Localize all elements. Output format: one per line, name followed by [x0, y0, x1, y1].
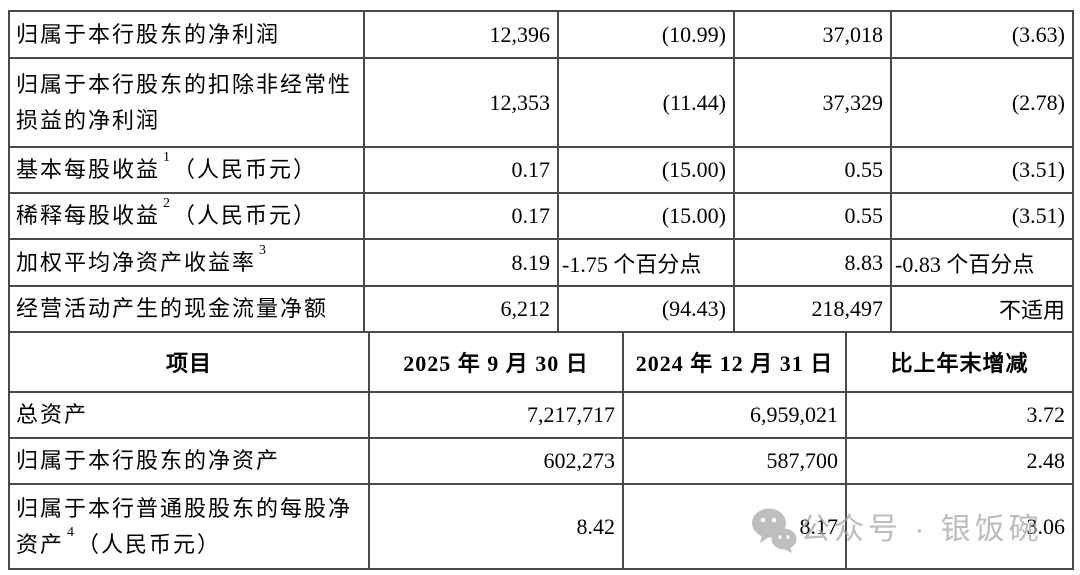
value-cell: 3.72: [845, 391, 1074, 439]
value-cell: 0.17: [363, 146, 559, 194]
footnote-superscript: 1: [163, 150, 173, 165]
value-cell: 37,018: [733, 10, 892, 59]
header-date-current: 2025 年 9 月 30 日: [368, 331, 624, 393]
footnote-superscript: 2: [163, 196, 173, 211]
value-cell: (15.00): [557, 146, 735, 194]
value-cell: 602,273: [368, 437, 624, 485]
row-label: 稀释每股收益 2（人民币元）: [8, 192, 365, 240]
row-label: 归属于本行股东的净资产: [8, 437, 370, 485]
value-cell: 37,329: [733, 57, 892, 148]
row-label-text: 加权平均净资产收益率: [16, 249, 257, 275]
row-label-text: 基本每股收益: [16, 157, 161, 182]
table-row: 加权平均净资产收益率 3 8.19 -1.75 个百分点 8.83 -0.83 个…: [8, 238, 1074, 287]
row-label: 归属于本行股东的净利润: [8, 10, 365, 59]
row-label-unit: （人民币元）: [173, 203, 318, 228]
value-cell: (11.44): [557, 57, 735, 148]
value-cell: (3.63): [890, 10, 1074, 59]
value-cell: (3.51): [890, 192, 1074, 240]
value-cell: 218,497: [733, 285, 892, 333]
footnote-superscript: 4: [67, 524, 77, 540]
row-label-unit: （人民币元）: [173, 157, 318, 182]
table-row: 总资产 7,217,717 6,959,021 3.72: [8, 391, 1074, 439]
table-row: 归属于本行股东的净利润 12,396 (10.99) 37,018 (3.63): [8, 10, 1074, 59]
header-item: 项目: [8, 331, 370, 393]
value-cell: (10.99): [557, 10, 735, 59]
value-cell: 587,700: [622, 437, 847, 485]
header-change: 比上年末增减: [845, 331, 1074, 393]
value-cell: (15.00): [557, 192, 735, 240]
table-header-row: 项目 2025 年 9 月 30 日 2024 年 12 月 31 日 比上年末…: [8, 331, 1074, 393]
row-label: 归属于本行股东的扣除非经常性损益的净利润: [8, 57, 365, 148]
table-row: 基本每股收益 1（人民币元） 0.17 (15.00) 0.55 (3.51): [8, 146, 1074, 194]
header-date-prior: 2024 年 12 月 31 日: [622, 331, 847, 393]
row-label: 经营活动产生的现金流量净额: [8, 285, 365, 333]
value-cell: 0.55: [733, 146, 892, 194]
value-cell: 3.06: [845, 483, 1074, 570]
row-label: 归属于本行普通股股东的每股净资产 4（人民币元）: [8, 483, 370, 570]
value-cell: 8.42: [368, 483, 624, 570]
value-cell: 12,353: [363, 57, 559, 148]
value-cell: 不适用: [890, 285, 1074, 333]
row-label: 总资产: [8, 391, 370, 439]
value-cell: -1.75 个百分点: [557, 238, 735, 287]
value-cell: (3.51): [890, 146, 1074, 194]
value-cell: 2.48: [845, 437, 1074, 485]
row-label-text: 归属于本行普通股股东的每股净资产: [16, 495, 353, 557]
value-cell: (94.43): [557, 285, 735, 333]
value-cell: 8.19: [363, 238, 559, 287]
value-cell: (2.78): [890, 57, 1074, 148]
value-cell: 6,212: [363, 285, 559, 333]
value-cell: 7,217,717: [368, 391, 624, 439]
row-label: 基本每股收益 1（人民币元）: [8, 146, 365, 194]
table-row: 归属于本行股东的净资产 602,273 587,700 2.48: [8, 437, 1074, 485]
row-label: 加权平均净资产收益率 3: [8, 238, 365, 287]
value-cell: 0.55: [733, 192, 892, 240]
table-row: 稀释每股收益 2（人民币元） 0.17 (15.00) 0.55 (3.51): [8, 192, 1074, 240]
value-cell: 0.17: [363, 192, 559, 240]
value-cell: 8.83: [733, 238, 892, 287]
value-cell: 12,396: [363, 10, 559, 59]
financial-highlights-table-top: 归属于本行股东的净利润 12,396 (10.99) 37,018 (3.63)…: [8, 10, 1074, 333]
balance-sheet-items-table: 项目 2025 年 9 月 30 日 2024 年 12 月 31 日 比上年末…: [8, 331, 1074, 570]
table-row: 归属于本行普通股股东的每股净资产 4（人民币元） 8.42 8.17 3.06: [8, 483, 1074, 570]
value-cell: -0.83 个百分点: [890, 238, 1074, 287]
row-label-unit: （人民币元）: [77, 531, 222, 557]
row-label-text: 稀释每股收益: [16, 203, 161, 228]
footnote-superscript: 3: [259, 242, 269, 258]
value-cell: 6,959,021: [622, 391, 847, 439]
value-cell: 8.17: [622, 483, 847, 570]
table-row: 经营活动产生的现金流量净额 6,212 (94.43) 218,497 不适用: [8, 285, 1074, 333]
table-row: 归属于本行股东的扣除非经常性损益的净利润 12,353 (11.44) 37,3…: [8, 57, 1074, 148]
